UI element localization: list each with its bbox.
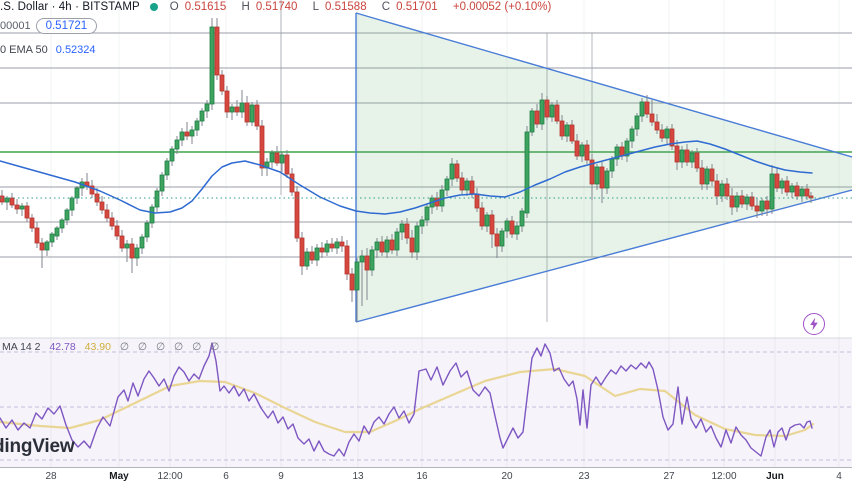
symbol-legend[interactable]: .S. Dollar · 4h · BITSTAMP O 0.51615 H 0.5… bbox=[0, 1, 557, 13]
tradingview-watermark: dingView bbox=[0, 436, 75, 457]
ema-label: 0 EMA 50 bbox=[0, 44, 48, 56]
open-value: 0.51615 bbox=[184, 1, 227, 13]
triangle-pattern-edge bbox=[355, 189, 852, 323]
rsi-legend-row[interactable]: MA 14 2 42.78 43.90 ∅ ∅ ∅ ∅ ∅ ∅ bbox=[2, 341, 222, 353]
indicator-label-fragment: 00001 bbox=[0, 20, 31, 32]
triangle-pattern-edge bbox=[355, 12, 852, 158]
ohlc-values: O 0.51615 H 0.51740 L 0.51588 C 0.51701 +0.0… bbox=[169, 1, 552, 13]
time-tick-label: 12:00 bbox=[157, 471, 183, 482]
time-tick-label: 6 bbox=[223, 471, 229, 482]
indicator-legend-row[interactable]: 00001 0.51721 bbox=[0, 18, 98, 34]
time-tick-label: 16 bbox=[416, 471, 428, 482]
market-status-dot-icon[interactable] bbox=[149, 3, 158, 11]
chart-canvas[interactable] bbox=[0, 0, 852, 467]
change-value: +0.00052 (+0.10%) bbox=[452, 1, 552, 13]
rsi-hidden-values: ∅ ∅ ∅ ∅ ∅ ∅ bbox=[119, 341, 223, 353]
ema-value: 0.52324 bbox=[55, 44, 96, 56]
symbol-title: .S. Dollar · 4h · BITSTAMP bbox=[0, 1, 140, 13]
flash-trade-button[interactable] bbox=[803, 313, 825, 335]
candles-layer bbox=[0, 18, 814, 322]
time-tick-label: 4 bbox=[836, 471, 842, 482]
time-tick-label: 13 bbox=[352, 471, 364, 482]
time-tick-label: 23 bbox=[578, 471, 590, 482]
time-tick-label: 12:00 bbox=[711, 471, 737, 482]
rsi-label: MA 14 2 bbox=[2, 341, 41, 353]
rsi-ma-value: 43.90 bbox=[84, 341, 111, 353]
close-value: 0.51701 bbox=[396, 1, 438, 13]
time-tick-label: Jun bbox=[766, 471, 784, 482]
rsi-line bbox=[0, 342, 813, 457]
lightning-icon bbox=[810, 317, 818, 331]
time-tick-label: 20 bbox=[501, 471, 513, 482]
time-tick-label: 27 bbox=[663, 471, 675, 482]
rsi-pane-background bbox=[0, 338, 852, 467]
time-tick-label: 9 bbox=[278, 471, 284, 482]
ema-legend-row[interactable]: 0 EMA 50 0.52324 bbox=[0, 44, 96, 56]
current-price-badge: 0.51721 bbox=[35, 18, 98, 34]
low-value: 0.51588 bbox=[325, 1, 367, 13]
time-axis[interactable]: 28 May 12:00 6 9 13 16 20 23 27 12:00 Jun 4 bbox=[0, 467, 852, 485]
time-tick-label: 28 bbox=[45, 471, 57, 482]
ema50-line bbox=[0, 140, 813, 215]
high-value: 0.51740 bbox=[255, 1, 298, 13]
rsi-value: 42.78 bbox=[49, 341, 76, 353]
rsi-ma-line bbox=[0, 367, 815, 438]
time-tick-label: May bbox=[109, 471, 129, 482]
